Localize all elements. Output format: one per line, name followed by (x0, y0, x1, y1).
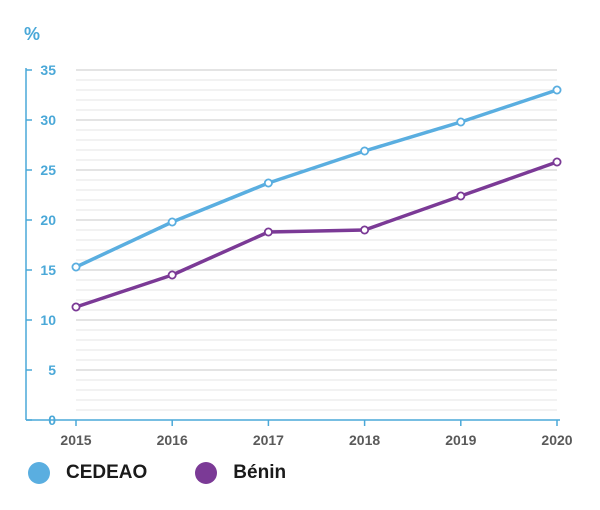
data-point (263, 227, 273, 237)
major-gridlines (76, 69, 557, 371)
data-point (552, 157, 562, 167)
legend-swatch-benin (195, 462, 218, 484)
legend-item-benin: Bénin (195, 462, 286, 484)
data-point (360, 146, 370, 156)
x-tick-label: 2016 (157, 432, 188, 448)
data-point (552, 85, 562, 95)
minor-gridlines (76, 79, 557, 411)
y-axis-ticks: 0 5 10 15 20 25 30 35 (26, 62, 56, 428)
data-point (71, 262, 81, 272)
y-tick-label: 25 (40, 162, 56, 178)
x-tick-label: 2019 (445, 432, 476, 448)
x-axis-ticks: 2015 2016 2017 2018 2019 2020 (60, 420, 573, 448)
series-line-1 (75, 160, 558, 309)
series-points (71, 85, 562, 312)
line-chart: % 0 5 10 15 20 25 30 35 2015 2016 2017 2018 2019 202… (24, 24, 573, 448)
y-tick-label: 10 (40, 312, 56, 328)
y-axis-unit-label: % (24, 24, 40, 44)
y-tick-label: 35 (40, 62, 56, 78)
legend-swatch-cedeao (28, 462, 50, 484)
data-point (360, 225, 370, 235)
y-tick-label: 30 (40, 112, 56, 128)
legend-label-benin: Bénin (233, 462, 287, 483)
legend: CEDEAO Bénin (28, 462, 334, 484)
series-line-0 (75, 88, 558, 269)
series-lines (75, 88, 558, 309)
y-tick-label: 20 (40, 212, 56, 228)
x-tick-label: 2018 (349, 432, 380, 448)
data-point (167, 270, 177, 280)
y-tick-label: 5 (48, 362, 56, 378)
data-point (71, 302, 81, 312)
data-point (456, 191, 466, 201)
y-tick-label: 15 (40, 262, 56, 278)
y-tick-label: 0 (48, 412, 56, 428)
legend-label-cedeao: CEDEAO (66, 462, 148, 483)
x-tick-label: 2015 (60, 432, 91, 448)
x-tick-label: 2017 (253, 432, 284, 448)
data-point (456, 117, 466, 127)
legend-item-cedeao: CEDEAO (28, 462, 147, 484)
x-tick-label: 2020 (541, 432, 572, 448)
data-point (167, 217, 177, 227)
data-point (263, 178, 273, 188)
